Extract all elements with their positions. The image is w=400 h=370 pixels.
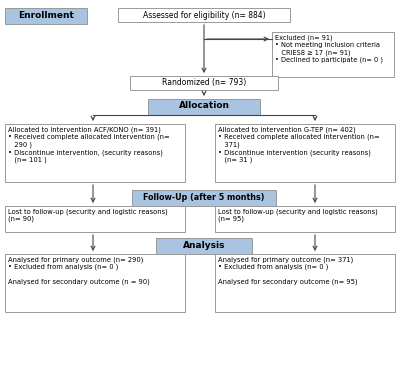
Text: Lost to follow-up (security and logistic reasons)
(n= 95): Lost to follow-up (security and logistic… [218,209,378,222]
Text: Follow-Up (after 5 months): Follow-Up (after 5 months) [143,192,265,202]
FancyBboxPatch shape [156,238,252,254]
FancyBboxPatch shape [130,76,278,90]
FancyBboxPatch shape [132,190,276,206]
FancyBboxPatch shape [215,206,395,232]
Text: Analysed for primary outcome (n= 371)
• Excluded from analysis (n= 0 )

Analysed: Analysed for primary outcome (n= 371) • … [218,256,358,285]
Text: Excluded (n= 91)
• Not meeting inclusion criteria
   CRIES8 ≥ 17 (n= 91)
• Decli: Excluded (n= 91) • Not meeting inclusion… [275,34,383,63]
FancyBboxPatch shape [5,206,185,232]
Text: Assessed for eligibility (n= 884): Assessed for eligibility (n= 884) [143,10,265,20]
Text: Analysis: Analysis [183,240,225,249]
Text: Allocated to intervention ACF/KONO (n= 391)
• Received complete allocated interv: Allocated to intervention ACF/KONO (n= 3… [8,127,170,163]
Text: Enrollment: Enrollment [18,10,74,20]
FancyBboxPatch shape [215,124,395,182]
FancyBboxPatch shape [5,254,185,312]
FancyBboxPatch shape [148,99,260,115]
FancyBboxPatch shape [215,254,395,312]
FancyBboxPatch shape [5,8,87,24]
Text: Lost to follow-up (security and logistic reasons)
(n= 90): Lost to follow-up (security and logistic… [8,209,168,222]
FancyBboxPatch shape [5,124,185,182]
FancyBboxPatch shape [272,32,394,77]
FancyBboxPatch shape [118,8,290,22]
Text: Allocation: Allocation [178,101,230,111]
Text: Randomized (n= 793): Randomized (n= 793) [162,78,246,87]
Text: Analysed for primary outcome (n= 290)
• Excluded from analysis (n= 0 )

Analysed: Analysed for primary outcome (n= 290) • … [8,256,150,285]
Text: Allocated to intervention G-TEP (n= 402)
• Received complete allocated intervent: Allocated to intervention G-TEP (n= 402)… [218,127,380,163]
